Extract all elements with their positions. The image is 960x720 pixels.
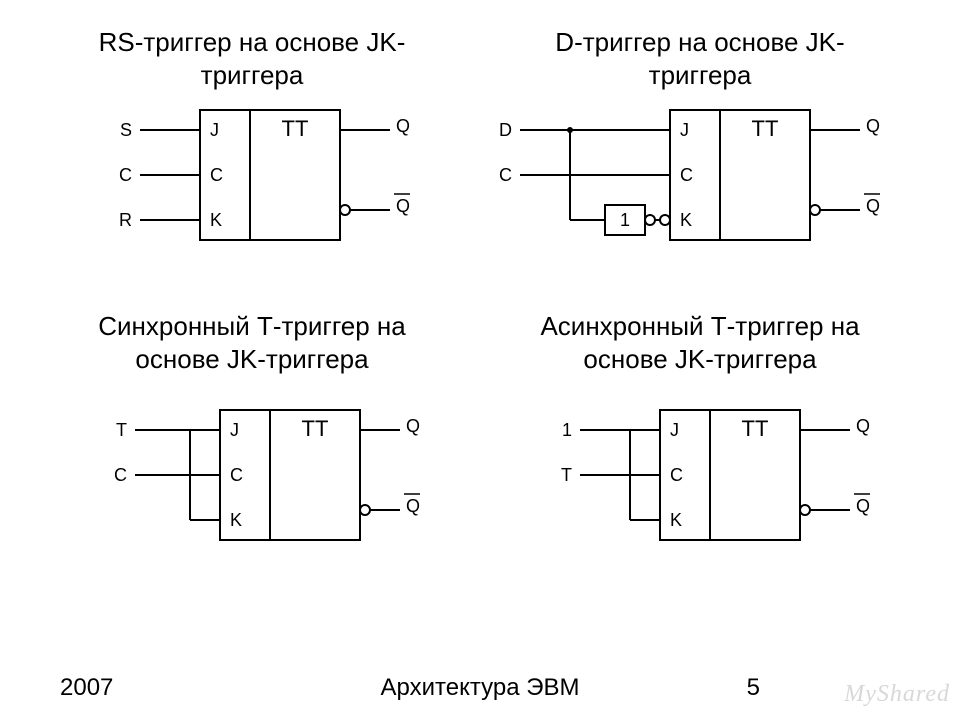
diagram-async-t: TT 1 J T C K Q Q xyxy=(520,400,880,560)
diagram-d: TT D J C C K Q Q 1 xyxy=(480,100,880,260)
svg-text:Q: Q xyxy=(866,196,880,216)
diagram-rs: TT S J C C R K Q Q xyxy=(80,100,420,260)
svg-text:K: K xyxy=(230,510,242,530)
svg-text:C: C xyxy=(680,165,693,185)
svg-text:C: C xyxy=(670,465,683,485)
svg-text:R: R xyxy=(119,210,132,230)
svg-text:TT: TT xyxy=(302,416,329,441)
svg-text:C: C xyxy=(119,165,132,185)
svg-text:C: C xyxy=(230,465,243,485)
svg-text:S: S xyxy=(120,120,132,140)
svg-text:C: C xyxy=(114,465,127,485)
svg-text:Q: Q xyxy=(406,496,420,516)
title-d: D-триггер на основе JK-триггера xyxy=(520,26,880,91)
svg-text:Q: Q xyxy=(866,116,880,136)
svg-text:1: 1 xyxy=(562,420,572,440)
svg-text:TT: TT xyxy=(742,416,769,441)
svg-text:Q: Q xyxy=(396,116,410,136)
footer-center: Архитектура ЭВМ xyxy=(0,674,960,702)
footer-page: 5 xyxy=(747,674,760,702)
title-sync-t: Синхронный Т-триггер на основе JK-тригге… xyxy=(72,310,432,375)
title-rs: RS-триггер на основе JK-триггера xyxy=(72,26,432,91)
svg-text:Q: Q xyxy=(406,416,420,436)
svg-text:D: D xyxy=(499,120,512,140)
title-async-t: Асинхронный Т-триггер на основе JK-тригг… xyxy=(520,310,880,375)
svg-text:1: 1 xyxy=(620,210,630,230)
svg-text:TT: TT xyxy=(752,116,779,141)
diagram-sync-t: TTTJCCKQQ xyxy=(80,400,420,560)
svg-text:J: J xyxy=(230,420,239,440)
svg-text:J: J xyxy=(210,120,219,140)
slide: { "colors":{"fg":"#000000","bg":"#ffffff… xyxy=(0,0,960,720)
svg-text:T: T xyxy=(116,420,127,440)
svg-text:K: K xyxy=(670,510,682,530)
svg-text:C: C xyxy=(210,165,223,185)
svg-text:T: T xyxy=(561,465,572,485)
svg-text:C: C xyxy=(499,165,512,185)
svg-text:K: K xyxy=(680,210,692,230)
svg-text:Q: Q xyxy=(856,416,870,436)
svg-text:TT: TT xyxy=(282,116,309,141)
svg-text:Q: Q xyxy=(856,496,870,516)
svg-text:J: J xyxy=(680,120,689,140)
svg-text:K: K xyxy=(210,210,222,230)
svg-text:J: J xyxy=(670,420,679,440)
svg-text:Q: Q xyxy=(396,196,410,216)
